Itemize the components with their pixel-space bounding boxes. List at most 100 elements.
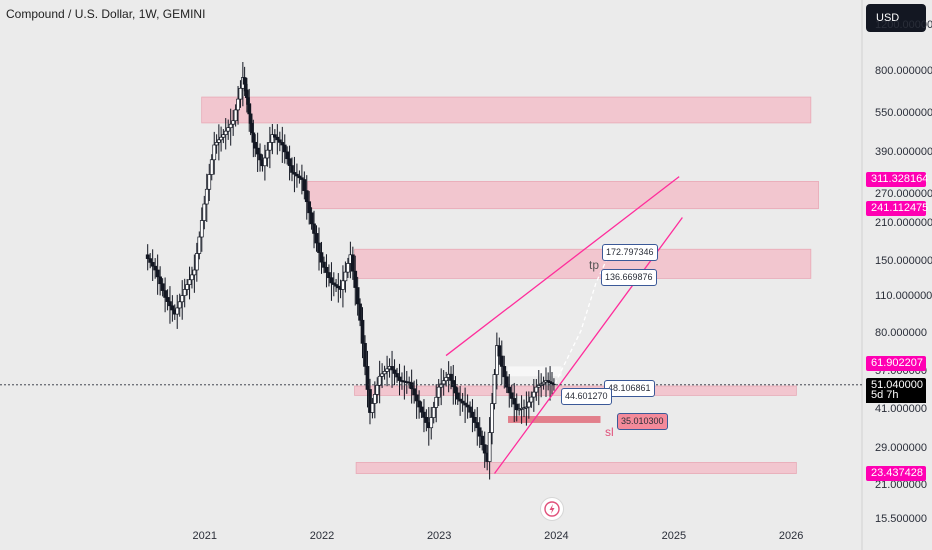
candle-body: [385, 368, 389, 372]
candle-body: [504, 376, 509, 388]
candle-body: [482, 444, 487, 454]
candle-body: [168, 301, 172, 307]
candle-body: [355, 287, 360, 305]
candle-body: [182, 289, 187, 296]
y-tick-label: 210.000000: [875, 216, 932, 229]
candle-body: [363, 342, 367, 367]
lightning-icon[interactable]: [540, 497, 564, 521]
candle-body: [514, 403, 519, 411]
zone-1: [307, 180, 819, 210]
candle-body: [194, 253, 199, 271]
candle-body: [272, 134, 277, 138]
x-tick-label: 2021: [192, 530, 217, 542]
candle-body: [417, 400, 421, 408]
candle-body: [458, 398, 462, 402]
candle-body: [346, 263, 350, 273]
candle-body: [419, 406, 424, 413]
candle-body: [465, 404, 470, 408]
candle-body: [377, 375, 382, 386]
x-tick-label: 2022: [309, 530, 335, 542]
y-tick-label: 550.000000: [875, 107, 932, 120]
candle-body: [204, 188, 209, 205]
candle-body: [317, 242, 321, 253]
candle-body: [436, 386, 441, 398]
tp-low-label: 136.669876: [601, 269, 657, 286]
x-tick-label: 2026: [778, 530, 804, 542]
candle-body: [295, 173, 299, 177]
candle-body: [487, 432, 492, 462]
y-tick-label: 150.000000: [875, 255, 932, 268]
candle-body: [444, 377, 449, 382]
candle-body: [282, 144, 287, 153]
candle-body: [392, 369, 397, 374]
candle-body: [353, 270, 358, 288]
candle-body: [370, 403, 375, 413]
currency-button[interactable]: USD: [866, 4, 926, 32]
candle-body: [375, 385, 380, 395]
candle-body: [395, 373, 399, 378]
candle-body: [341, 280, 345, 290]
candle-body: [441, 380, 446, 385]
candle-body: [221, 134, 226, 138]
entry-high-label: 48.106861: [604, 380, 655, 397]
candle-body: [309, 212, 314, 225]
candle-body: [160, 283, 165, 291]
candle-body: [148, 258, 153, 263]
candle-body: [350, 254, 355, 272]
candle-body: [228, 123, 233, 129]
candle-body: [197, 236, 202, 254]
candle-body: [343, 271, 348, 282]
candle-body: [219, 136, 223, 141]
candle-body: [150, 262, 155, 267]
candle-body: [499, 355, 504, 367]
candle-body: [409, 382, 414, 390]
candle-body: [297, 175, 302, 179]
candle-body: [170, 305, 175, 311]
candle-body: [163, 290, 167, 298]
candle-body: [290, 165, 294, 173]
candle-body: [502, 366, 507, 378]
candle-body: [231, 120, 236, 125]
candle-body: [192, 269, 197, 276]
candle-body: [255, 147, 260, 155]
candle-body: [424, 417, 429, 423]
candle-body: [412, 388, 416, 396]
target-path: [554, 254, 610, 385]
candle-body: [304, 190, 309, 203]
candle-body: [495, 345, 499, 375]
candle-body: [509, 392, 514, 399]
candle-body: [185, 284, 189, 290]
y-tick-label: 29.000000: [875, 442, 927, 455]
candle-body: [307, 201, 312, 214]
candle-body: [329, 277, 334, 284]
candle-body: [449, 373, 453, 381]
price-tag: 241.112475: [866, 201, 928, 217]
candle-body: [463, 402, 467, 406]
candle-body: [145, 254, 150, 259]
candle-body: [473, 417, 477, 423]
candle-body: [492, 374, 497, 404]
candle-body: [429, 417, 434, 429]
candle-body: [212, 144, 217, 161]
entry-low-label: 44.601270: [561, 388, 612, 405]
candle-body: [477, 427, 482, 437]
candle-body: [372, 394, 377, 404]
candle-body: [368, 389, 372, 413]
candle-body: [431, 407, 436, 418]
candle-body: [236, 98, 240, 111]
channel-line-0: [445, 176, 680, 357]
candle-body: [451, 380, 456, 388]
candle-body: [165, 297, 170, 302]
candle-body: [534, 386, 539, 393]
candle-body: [434, 396, 439, 408]
candle-body: [422, 411, 426, 418]
y-tick-label: 15.500000: [875, 513, 927, 526]
candle-body: [253, 141, 258, 149]
candle-body: [475, 422, 480, 429]
candle-body: [202, 203, 207, 221]
y-tick-label: 41.000000: [875, 402, 927, 415]
candle-body: [251, 132, 256, 143]
candle-body: [226, 127, 231, 132]
range-box: [508, 366, 562, 377]
